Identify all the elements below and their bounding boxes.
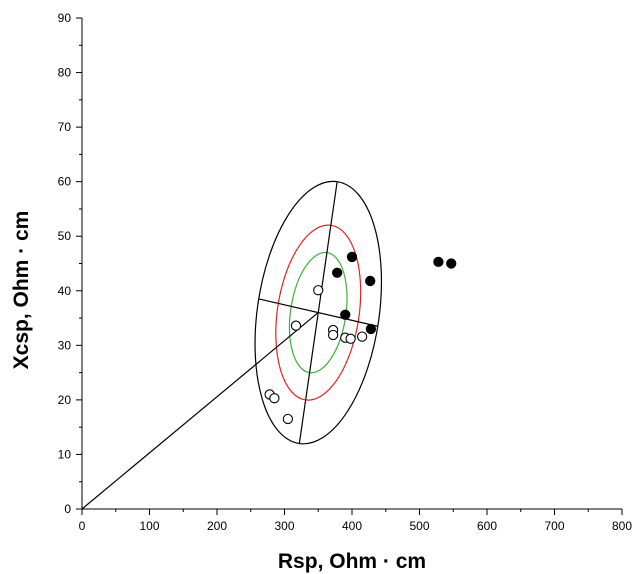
- x-tick-label: 200: [207, 519, 227, 533]
- x-tick-label: 0: [79, 519, 86, 533]
- x-tick-label: 700: [544, 519, 564, 533]
- open-data-point: [356, 331, 368, 342]
- x-tick-label: 300: [274, 519, 294, 533]
- annotation-line: [81, 312, 319, 510]
- axes: 0 100 200 300 400 500 600 700 800 0 10 20 30 40 50 60 70…: [58, 11, 633, 533]
- open-data-point: [345, 333, 356, 344]
- open-data-point: [313, 285, 324, 296]
- x-axis-title: Rsp, Ohm · cm: [278, 550, 426, 573]
- y-tick-label: 10: [58, 447, 72, 461]
- filled-data-point: [446, 258, 457, 269]
- y-axis-title: Xcsp, Ohm · cm: [10, 211, 33, 370]
- filled-data-point: [365, 275, 376, 287]
- open-data-point: [327, 329, 339, 341]
- y-tick-label: 70: [58, 120, 72, 134]
- open-data-point: [290, 320, 302, 331]
- y-tick-label: 80: [58, 66, 72, 80]
- x-tick-label: 500: [409, 519, 429, 533]
- filled-data-point: [340, 309, 351, 320]
- open-data-point: [269, 393, 280, 404]
- x-tick-label: 100: [139, 519, 159, 533]
- open-data-point: [282, 413, 294, 425]
- y-tick-label: 30: [58, 338, 72, 352]
- y-tick-label: 0: [64, 502, 71, 516]
- annotation-layer: [81, 180, 383, 510]
- x-tick-label: 400: [342, 519, 362, 533]
- y-tick-label: 50: [58, 229, 72, 243]
- y-tick-label: 90: [58, 11, 72, 25]
- filled-data-point: [365, 323, 377, 335]
- y-tick-label: 60: [58, 175, 72, 189]
- y-tick-label: 40: [58, 284, 72, 298]
- filled-data-point: [346, 251, 358, 263]
- x-tick-label: 800: [612, 519, 632, 533]
- annotation-line: [258, 298, 378, 327]
- y-tick-label: 20: [58, 393, 72, 407]
- filled-data-point: [331, 267, 343, 278]
- data-points: [264, 251, 457, 425]
- filled-data-point: [433, 256, 444, 268]
- x-tick-label: 600: [477, 519, 497, 533]
